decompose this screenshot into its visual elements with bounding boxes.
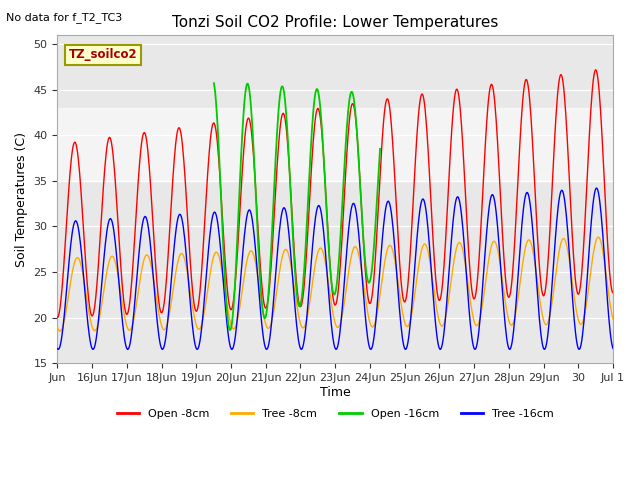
Legend: Open -8cm, Tree -8cm, Open -16cm, Tree -16cm: Open -8cm, Tree -8cm, Open -16cm, Tree -… bbox=[112, 404, 558, 423]
Text: No data for f_T2_TC3: No data for f_T2_TC3 bbox=[6, 12, 123, 23]
Y-axis label: Soil Temperatures (C): Soil Temperatures (C) bbox=[15, 132, 28, 267]
X-axis label: Time: Time bbox=[320, 385, 351, 398]
Text: TZ_soilco2: TZ_soilco2 bbox=[68, 48, 137, 61]
Bar bbox=[58, 108, 613, 181]
Title: Tonzi Soil CO2 Profile: Lower Temperatures: Tonzi Soil CO2 Profile: Lower Temperatur… bbox=[172, 15, 499, 30]
